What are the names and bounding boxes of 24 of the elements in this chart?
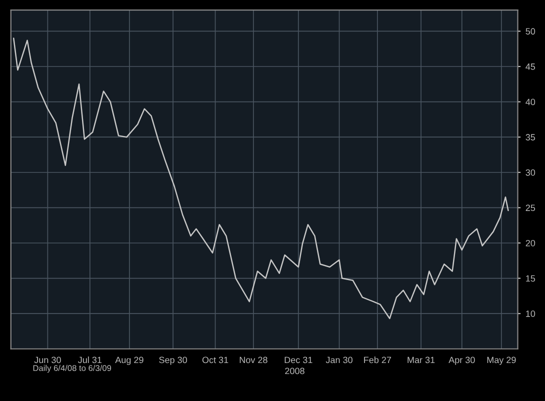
x-tick-label: Aug 29	[115, 356, 144, 365]
y-tick-label: 35	[526, 134, 536, 140]
y-tick-label: 10	[526, 310, 536, 317]
x-tick-label: Jun 30	[34, 356, 61, 364]
line-series	[13, 38, 509, 320]
y-tick-label: 20	[526, 240, 536, 246]
y-tick-label: 25	[526, 204, 536, 212]
y-tick-label: 45	[526, 64, 536, 70]
x-tick-label: Nov 28	[240, 356, 268, 364]
x-tick-label: Jul 31	[78, 356, 102, 364]
x-tick-label: Sep 30	[159, 356, 187, 365]
y-tick-label: 30	[526, 169, 536, 176]
y-tick-label: 40	[526, 98, 536, 106]
text: Daily 6/4/08 to 6/3/09	[33, 364, 112, 373]
x-tick-label: Feb 27	[364, 356, 392, 364]
x-tick-label: May 29	[487, 356, 516, 365]
x-tick-label: Apr 30	[448, 356, 475, 365]
x-tick-label: Mar 31	[408, 356, 435, 364]
x-axis-title: 2008	[285, 368, 304, 374]
x-tick-label: Dec 31	[284, 356, 312, 364]
y-tick-label: 50	[526, 28, 536, 35]
x-tick-label: Jan 30	[326, 356, 352, 364]
x-tick-label: Oct 31	[202, 356, 228, 364]
y-tick-label: 15	[526, 275, 536, 282]
